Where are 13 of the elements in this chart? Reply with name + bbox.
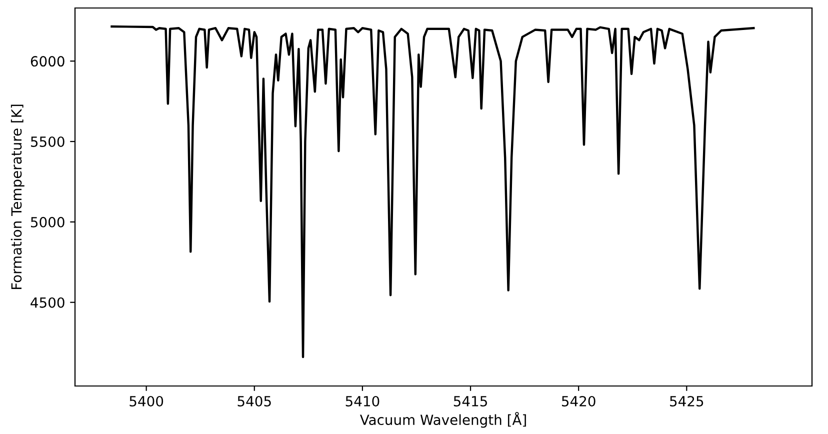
line-series (110, 25, 755, 358)
x-tick-label: 5420 (562, 396, 596, 406)
x-tick-label: 5400 (130, 396, 164, 406)
x-tick-label: 5410 (346, 396, 380, 406)
y-tick-label: 4500 (30, 297, 64, 308)
y-axis-title: Formation Temperature [K] (10, 104, 24, 290)
y-tick-label: 6000 (30, 56, 64, 67)
x-tick-label: 5405 (238, 396, 271, 406)
x-tick-label: 5415 (454, 396, 487, 406)
y-tick-label: 5500 (31, 136, 64, 147)
x-axis-title: Vacuum Wavelength [Å] (360, 412, 526, 428)
y-tick-label: 5000 (31, 216, 64, 228)
x-tick-label: 5425 (670, 396, 704, 406)
